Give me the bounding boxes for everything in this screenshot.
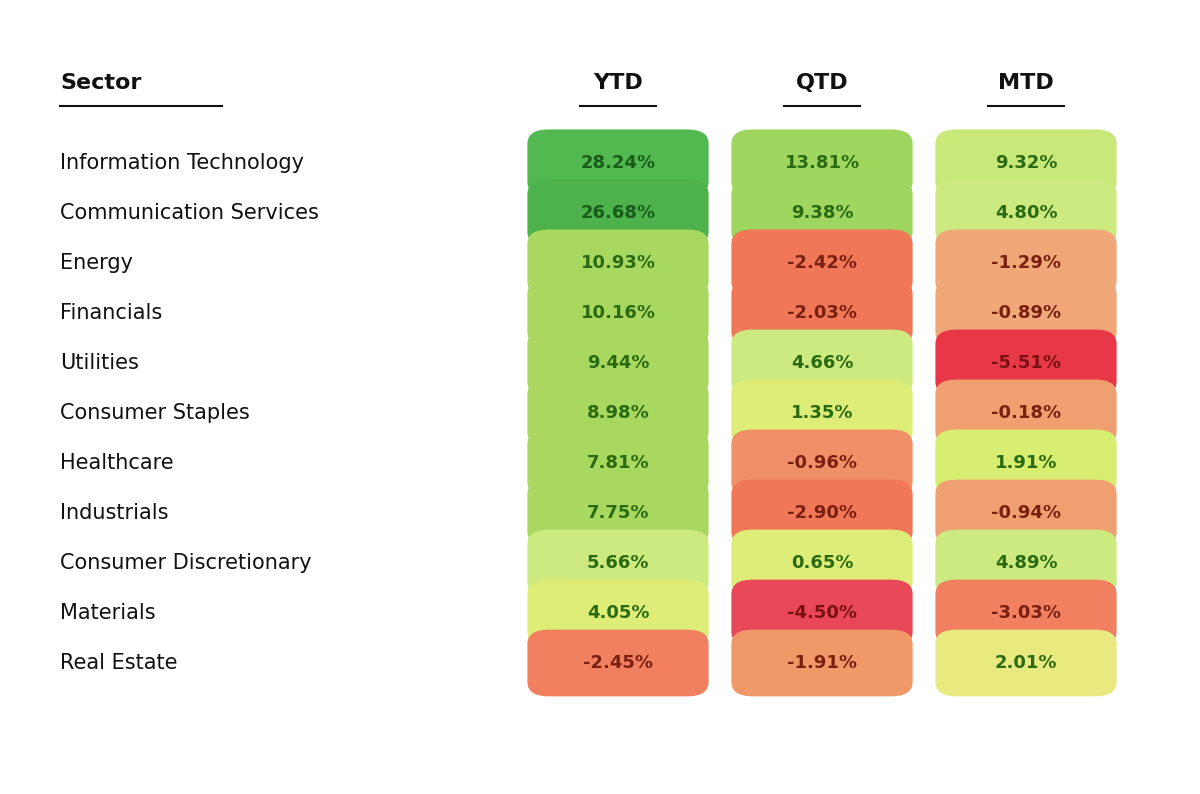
Text: -2.90%: -2.90%: [787, 504, 857, 522]
Text: 7.81%: 7.81%: [587, 454, 649, 472]
FancyBboxPatch shape: [528, 530, 708, 596]
FancyBboxPatch shape: [732, 630, 913, 696]
Text: 9.38%: 9.38%: [791, 204, 853, 222]
Text: 1.35%: 1.35%: [791, 404, 853, 422]
Text: -4.50%: -4.50%: [787, 604, 857, 622]
Text: 28.24%: 28.24%: [581, 154, 655, 172]
Text: MTD: MTD: [998, 73, 1054, 94]
Text: Real Estate: Real Estate: [60, 653, 178, 673]
FancyBboxPatch shape: [936, 530, 1116, 596]
FancyBboxPatch shape: [732, 430, 913, 496]
FancyBboxPatch shape: [936, 179, 1116, 246]
FancyBboxPatch shape: [732, 580, 913, 646]
Text: 0.65%: 0.65%: [791, 554, 853, 572]
FancyBboxPatch shape: [528, 129, 708, 196]
FancyBboxPatch shape: [732, 480, 913, 546]
Text: Financials: Financials: [60, 303, 162, 323]
FancyBboxPatch shape: [528, 380, 708, 446]
FancyBboxPatch shape: [732, 330, 913, 396]
Text: Information Technology: Information Technology: [60, 152, 304, 173]
Text: Consumer Staples: Consumer Staples: [60, 403, 250, 423]
FancyBboxPatch shape: [528, 330, 708, 396]
Text: 9.32%: 9.32%: [995, 154, 1057, 172]
Text: Materials: Materials: [60, 603, 156, 623]
Text: Healthcare: Healthcare: [60, 453, 174, 473]
Text: -1.91%: -1.91%: [787, 654, 857, 672]
FancyBboxPatch shape: [528, 630, 708, 696]
FancyBboxPatch shape: [936, 229, 1116, 296]
FancyBboxPatch shape: [936, 480, 1116, 546]
Text: 4.89%: 4.89%: [995, 554, 1057, 572]
Text: 4.05%: 4.05%: [587, 604, 649, 622]
FancyBboxPatch shape: [936, 129, 1116, 196]
Text: 5.66%: 5.66%: [587, 554, 649, 572]
FancyBboxPatch shape: [732, 229, 913, 296]
FancyBboxPatch shape: [528, 480, 708, 546]
FancyBboxPatch shape: [732, 279, 913, 346]
FancyBboxPatch shape: [732, 530, 913, 596]
Text: -3.03%: -3.03%: [991, 604, 1061, 622]
FancyBboxPatch shape: [936, 430, 1116, 496]
Text: 8.98%: 8.98%: [587, 404, 649, 422]
Text: 1.91%: 1.91%: [995, 454, 1057, 472]
Text: -1.29%: -1.29%: [991, 254, 1061, 272]
Text: Energy: Energy: [60, 252, 133, 273]
FancyBboxPatch shape: [936, 330, 1116, 396]
Text: -5.51%: -5.51%: [991, 354, 1061, 372]
Text: -0.96%: -0.96%: [787, 454, 857, 472]
Text: QTD: QTD: [796, 73, 848, 94]
Text: Utilities: Utilities: [60, 353, 139, 373]
Text: 26.68%: 26.68%: [581, 204, 655, 222]
FancyBboxPatch shape: [732, 129, 913, 196]
FancyBboxPatch shape: [528, 430, 708, 496]
Text: 10.93%: 10.93%: [581, 254, 655, 272]
FancyBboxPatch shape: [936, 380, 1116, 446]
Text: -0.89%: -0.89%: [991, 304, 1061, 322]
Text: 2.01%: 2.01%: [995, 654, 1057, 672]
FancyBboxPatch shape: [528, 179, 708, 246]
Text: 13.81%: 13.81%: [785, 154, 859, 172]
Text: Communication Services: Communication Services: [60, 202, 319, 223]
Text: -0.18%: -0.18%: [991, 404, 1061, 422]
Text: -2.42%: -2.42%: [787, 254, 857, 272]
FancyBboxPatch shape: [936, 580, 1116, 646]
Text: -2.45%: -2.45%: [583, 654, 653, 672]
Text: Industrials: Industrials: [60, 503, 168, 523]
Text: 9.44%: 9.44%: [587, 354, 649, 372]
Text: 10.16%: 10.16%: [581, 304, 655, 322]
Text: Sector: Sector: [60, 73, 142, 94]
Text: -0.94%: -0.94%: [991, 504, 1061, 522]
FancyBboxPatch shape: [528, 279, 708, 346]
Text: -2.03%: -2.03%: [787, 304, 857, 322]
FancyBboxPatch shape: [936, 279, 1116, 346]
Text: 4.80%: 4.80%: [995, 204, 1057, 222]
FancyBboxPatch shape: [732, 380, 913, 446]
FancyBboxPatch shape: [528, 229, 708, 296]
Text: 7.75%: 7.75%: [587, 504, 649, 522]
Text: 4.66%: 4.66%: [791, 354, 853, 372]
FancyBboxPatch shape: [936, 630, 1116, 696]
Text: Consumer Discretionary: Consumer Discretionary: [60, 553, 312, 573]
FancyBboxPatch shape: [732, 179, 913, 246]
Text: YTD: YTD: [593, 73, 643, 94]
FancyBboxPatch shape: [528, 580, 708, 646]
